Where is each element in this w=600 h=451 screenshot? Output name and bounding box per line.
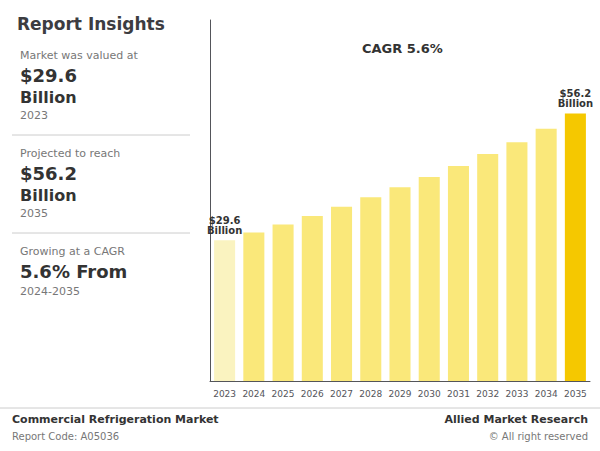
svg-text:Report Insights: Report Insights	[17, 14, 165, 34]
svg-text:Allied Market Research: Allied Market Research	[445, 413, 589, 426]
svg-text:2035: 2035	[564, 389, 587, 399]
svg-text:Billion: Billion	[20, 88, 77, 107]
svg-text:CAGR 5.6%: CAGR 5.6%	[362, 41, 443, 56]
svg-text:2024: 2024	[242, 389, 265, 399]
svg-text:2029: 2029	[389, 389, 412, 399]
svg-text:2033: 2033	[505, 389, 528, 399]
svg-text:© All right reserved: © All right reserved	[489, 431, 588, 442]
svg-text:2028: 2028	[359, 389, 382, 399]
svg-text:2023: 2023	[213, 389, 236, 399]
svg-text:2034: 2034	[535, 389, 558, 399]
svg-text:2035: 2035	[20, 207, 48, 220]
svg-text:$29.6: $29.6	[208, 214, 241, 226]
svg-text:2025: 2025	[272, 389, 295, 399]
svg-text:Report Code: A05036: Report Code: A05036	[12, 431, 119, 442]
svg-text:Commercial Refrigeration Marke: Commercial Refrigeration Market	[12, 413, 219, 426]
svg-text:2027: 2027	[330, 389, 353, 399]
svg-text:2031: 2031	[447, 389, 470, 399]
svg-text:Billion: Billion	[558, 98, 593, 109]
svg-text:2032: 2032	[476, 389, 499, 399]
svg-text:Projected to reach: Projected to reach	[20, 147, 120, 160]
svg-text:2026: 2026	[301, 389, 324, 399]
svg-text:2023: 2023	[20, 109, 48, 122]
svg-text:2030: 2030	[418, 389, 441, 399]
svg-text:Growing at a CAGR: Growing at a CAGR	[20, 245, 125, 258]
svg-text:Billion: Billion	[207, 225, 242, 236]
svg-text:5.6% From: 5.6% From	[20, 261, 127, 282]
svg-text:Market was valued at: Market was valued at	[20, 49, 139, 62]
svg-text:Billion: Billion	[20, 186, 77, 205]
svg-text:$29.6: $29.6	[20, 65, 77, 86]
svg-text:$56.2: $56.2	[559, 88, 592, 100]
svg-text:$56.2: $56.2	[20, 163, 77, 184]
svg-text:2024-2035: 2024-2035	[20, 285, 80, 298]
